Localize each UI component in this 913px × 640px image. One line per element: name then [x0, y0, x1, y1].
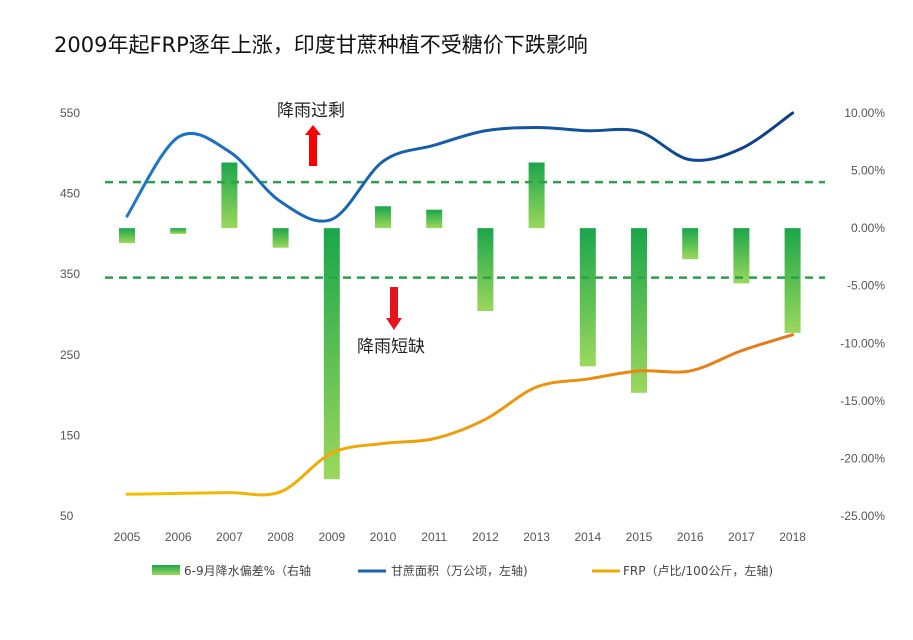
frp-line [125, 333, 795, 497]
x-tick-label: 2015 [626, 530, 653, 544]
chart-title: 2009年起FRP逐年上涨，印度甘蔗种植不受糖价下跌影响 [54, 33, 588, 57]
x-tick-label: 2009 [318, 530, 345, 544]
legend-label-area: 甘蔗面积（万公顷，左轴) [391, 563, 528, 578]
x-tick-label: 2006 [165, 530, 192, 544]
rainfall-bar [323, 228, 340, 480]
x-tick-label: 2012 [472, 530, 499, 544]
deficit-annotation: 降雨短缺 [357, 337, 425, 357]
rainfall-bar [579, 228, 596, 367]
surplus-up-arrow-icon [305, 125, 321, 166]
legend-label-frp: FRP（卢比/100公斤，左轴) [623, 563, 773, 578]
x-tick-label: 2010 [370, 530, 397, 544]
left-tick-label: 150 [60, 428, 80, 442]
right-tick-label: -10.00% [840, 336, 885, 350]
x-tick-label: 2008 [267, 530, 294, 544]
x-tick-label: 2011 [421, 530, 447, 544]
rainfall-bar [528, 162, 545, 229]
rainfall-bar [631, 228, 647, 393]
right-tick-label: -15.00% [840, 394, 885, 408]
left-tick-label: 250 [60, 348, 80, 362]
rainfall-bar [733, 228, 750, 284]
sugarcane-area-line [125, 111, 795, 223]
rainfall-bar [426, 209, 443, 229]
left-tick-label: 50 [60, 509, 74, 523]
x-tick-label: 2007 [216, 530, 243, 544]
x-tick-label: 2005 [114, 530, 141, 544]
rainfall-bar [272, 228, 289, 248]
left-tick-label: 550 [60, 106, 80, 120]
surplus-annotation: 降雨过剩 [277, 101, 345, 121]
right-tick-label: -5.00% [847, 279, 885, 293]
x-tick-label: 2017 [728, 530, 755, 544]
right-tick-label: 10.00% [844, 106, 885, 120]
rainfall-bar [375, 206, 391, 229]
x-tick-label: 2014 [574, 530, 601, 544]
rainfall-bar [682, 228, 699, 260]
x-tick-label: 2013 [523, 530, 550, 544]
rainfall-bar [119, 228, 135, 244]
right-tick-label: 5.00% [851, 164, 885, 178]
rainfall-bar [170, 228, 187, 234]
rainfall-bar [221, 162, 238, 229]
right-tick-label: -20.00% [840, 451, 885, 465]
x-tick-label: 2018 [779, 530, 806, 544]
legend-swatch-rainfall [152, 565, 180, 575]
left-tick-label: 350 [60, 267, 80, 281]
right-tick-label: 0.00% [851, 221, 885, 235]
rainfall-bar [477, 228, 494, 312]
legend-label-rainfall: 6-9月降水偏差%（右轴 [184, 563, 311, 578]
deficit-down-arrow-icon [386, 287, 402, 330]
rainfall-bar [784, 228, 801, 333]
left-tick-label: 450 [60, 187, 80, 201]
x-tick-label: 2016 [677, 530, 704, 544]
right-tick-label: -25.00% [840, 509, 885, 523]
